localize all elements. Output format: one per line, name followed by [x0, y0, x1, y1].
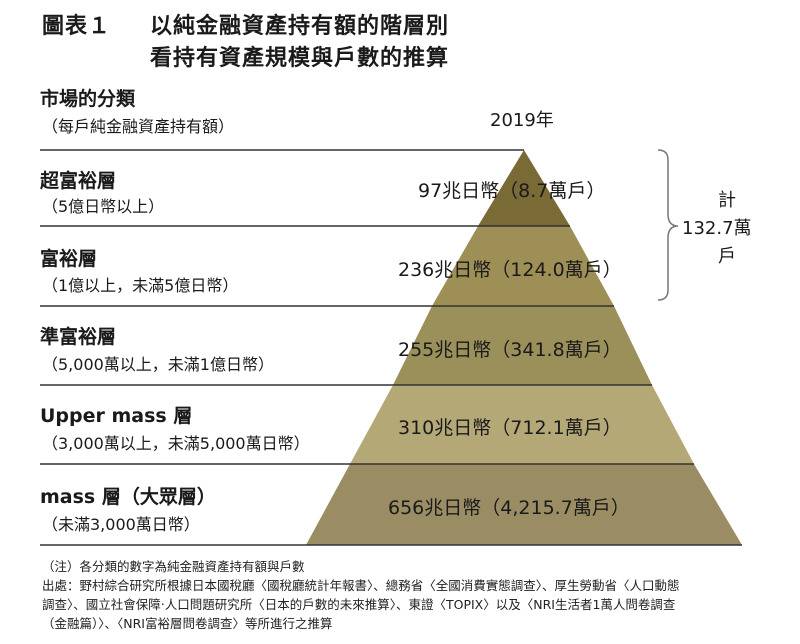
pyramid-tier-4 [350, 385, 694, 464]
total-label: 計 [718, 190, 736, 211]
tier-range-upper-mass: （3,000萬以上，未滿5,000萬日幣） [42, 434, 310, 453]
figure-title-line1: 以純金融資產持有額的階層別 [150, 14, 450, 39]
total-unit: 戶 [718, 246, 736, 267]
year-label: 2019年 [490, 110, 554, 131]
pyramid-tier-2 [432, 226, 614, 306]
market-classification-title: 市場的分類 [40, 88, 136, 110]
source-line-2: 調查〉、國立社會保障‧人口問題研究所〈日本的戶數的未來推算〉、東證〈TOPIX〉… [42, 597, 676, 612]
pyramid-tier-1 [478, 150, 570, 226]
total-bracket [657, 149, 679, 301]
tier-value-mass: 656兆日幣（4,215.7萬戶） [388, 497, 630, 519]
source-line-3: （金融篇）〉、〈NRI富裕層問卷調查〉等所進行之推算 [42, 616, 333, 631]
tier-range-semi-wealthy: （5,000萬以上，未滿1億日幣） [42, 355, 274, 374]
tier-range-super-wealthy: （5億日幣以上） [42, 197, 165, 216]
tier-range-wealthy: （1億以上，未滿5億日幣） [42, 276, 239, 295]
tier-name-wealthy: 富裕層 [40, 248, 98, 270]
total-value: 132.7萬 [682, 218, 752, 239]
pyramid-tier-3 [393, 306, 652, 385]
figure-label: 圖表１ [42, 14, 112, 39]
tier-range-mass: （未滿3,000萬日幣） [42, 515, 200, 534]
tier-name-upper-mass: Upper mass 層 [40, 405, 193, 427]
note-line-1: （注）各分類的數字為純金融資產持有額與戶數 [42, 559, 305, 574]
tier-name-semi-wealthy: 準富裕層 [40, 326, 117, 348]
tier-value-super-wealthy: 97兆日幣（8.7萬戶） [418, 180, 606, 202]
tier-value-semi-wealthy: 255兆日幣（341.8萬戶） [398, 339, 622, 361]
pyramid-tier-5 [306, 464, 742, 545]
tier-name-mass: mass 層（大眾層） [40, 486, 216, 508]
tier-name-super-wealthy: 超富裕層 [40, 170, 117, 192]
tier-value-wealthy: 236兆日幣（124.0萬戶） [398, 259, 622, 281]
market-classification-subtitle: （每戶純金融資產持有額） [42, 117, 235, 136]
source-line-1: 出處：野村綜合研究所根據日本國稅廳〈國稅廳統計年報書〉、總務省〈全國消費實態調查… [42, 578, 680, 593]
tier-value-upper-mass: 310兆日幣（712.1萬戶） [398, 417, 622, 439]
figure-title-line2: 看持有資產規模與戶數的推算 [150, 46, 450, 71]
